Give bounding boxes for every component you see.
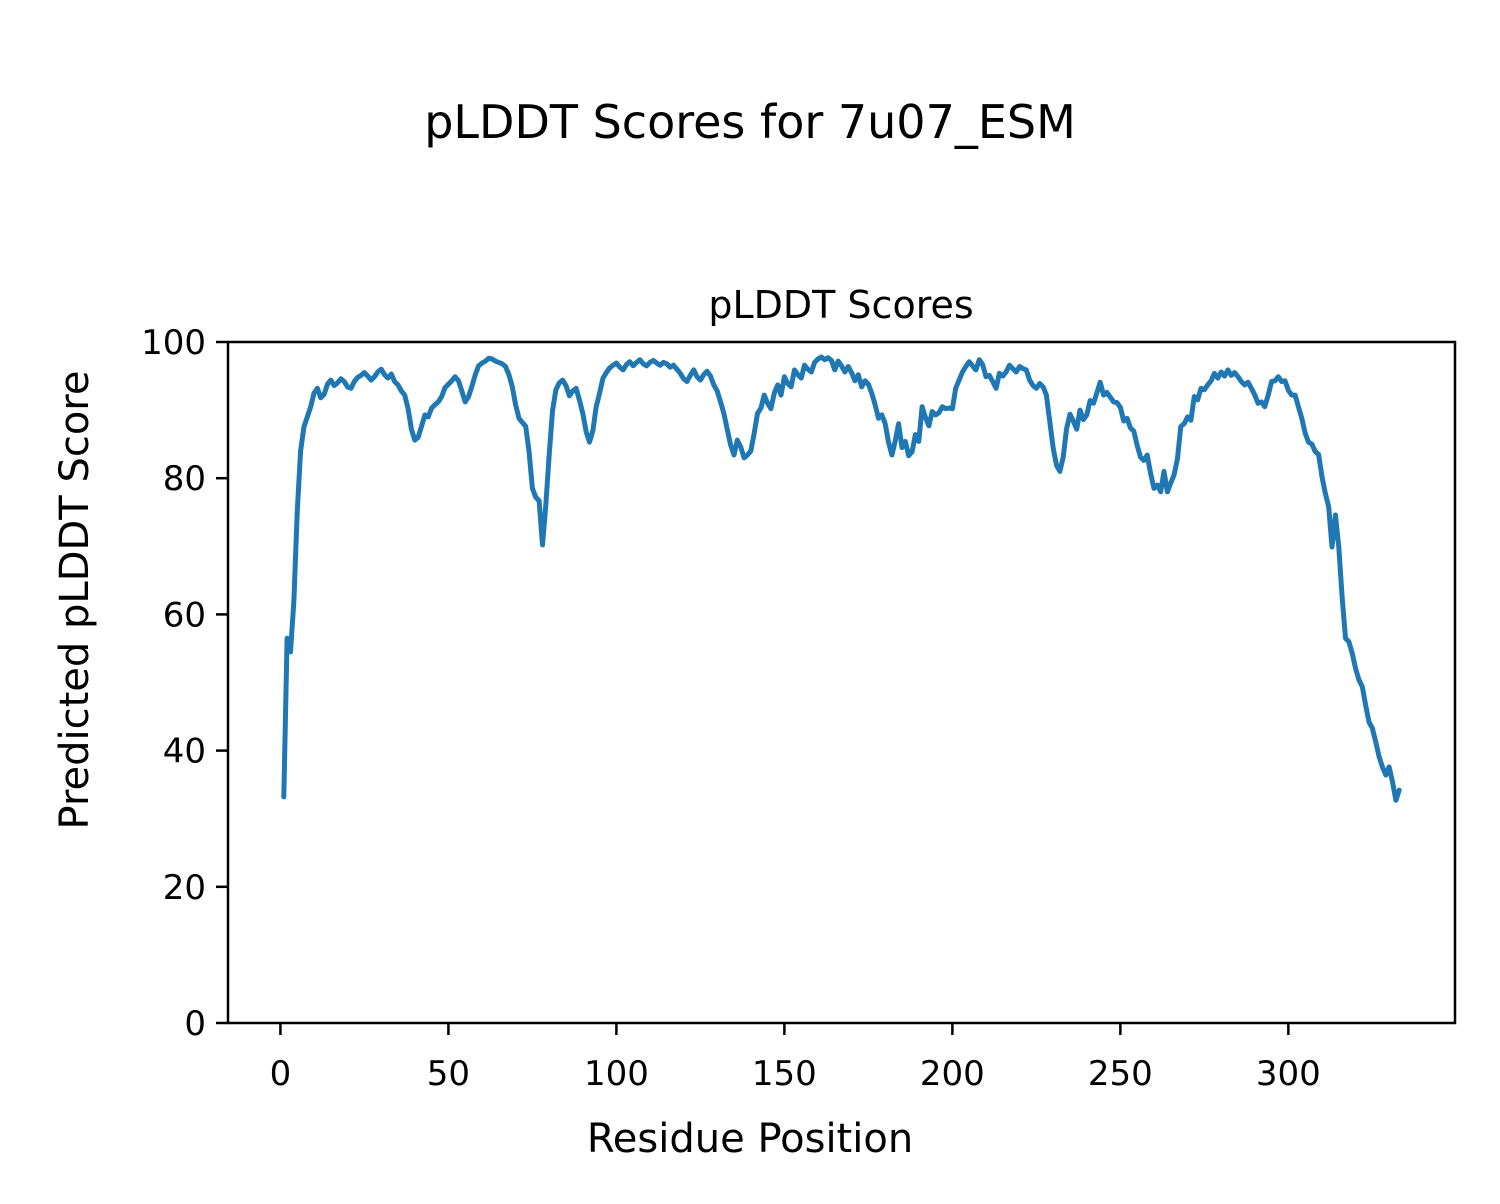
y-tick-label: 100	[141, 323, 206, 363]
y-tick-label: 60	[163, 595, 206, 635]
y-tick-label: 20	[163, 868, 206, 908]
axes-title: pLDDT Scores	[708, 283, 973, 327]
x-tick-label: 150	[752, 1054, 817, 1094]
x-axis-label: Residue Position	[587, 1116, 913, 1162]
y-tick-label: 0	[184, 1004, 206, 1044]
plddt-line-series	[281, 354, 1402, 803]
y-axis-label: Predicted pLDDT Score	[52, 371, 98, 830]
x-tick-label: 50	[427, 1054, 470, 1094]
x-tick-label: 300	[1256, 1054, 1321, 1094]
y-axis-ticks: 0 20 40 60 80 100	[141, 323, 228, 1044]
x-tick-label: 100	[584, 1054, 649, 1094]
x-tick-label: 250	[1088, 1054, 1153, 1094]
plot-border	[226, 340, 1457, 1025]
y-tick-label: 40	[163, 732, 206, 772]
x-tick-label: 200	[920, 1054, 985, 1094]
x-tick-label: 0	[270, 1054, 292, 1094]
x-axis-ticks: 0 50 100 150 200 250 300	[270, 1023, 1321, 1094]
figure-suptitle: pLDDT Scores for 7u07_ESM	[424, 95, 1076, 149]
y-tick-label: 80	[163, 459, 206, 499]
